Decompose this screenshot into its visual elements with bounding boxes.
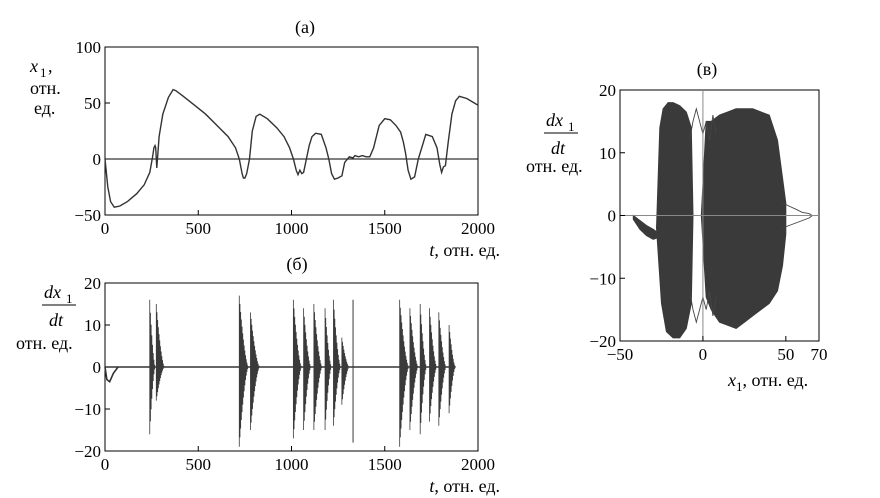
chart-a-x-tick-label: 1000 bbox=[275, 219, 309, 238]
chart-b-y-tick-label: −20 bbox=[74, 442, 101, 461]
chart-a-y-tick-label: −50 bbox=[74, 206, 101, 225]
chart-a-title: (а) bbox=[295, 17, 315, 38]
chart-b-x-label-unit: , отн. ед. bbox=[434, 476, 500, 496]
chart-b-y-label-unit: отн. ед. bbox=[16, 333, 73, 353]
chart-b-x-label-var: t bbox=[429, 476, 435, 496]
chart-a-y-label: x 1 , отн. ед. bbox=[29, 56, 61, 118]
chart-b-burst bbox=[429, 308, 437, 422]
chart-v-x-label-unit: , отн. ед. bbox=[743, 370, 809, 390]
chart-v-y-tick-label: −20 bbox=[589, 332, 616, 351]
chart-v-filled-region bbox=[700, 108, 787, 329]
chart-a-y-tick-label: 50 bbox=[84, 94, 101, 113]
chart-a-y-label-sub: 1 bbox=[40, 65, 47, 80]
chart-v-x-tick-label: −50 bbox=[607, 345, 634, 364]
chart-b-burst bbox=[313, 304, 322, 430]
chart-a-y-label-var: x bbox=[29, 56, 38, 76]
chart-b-series bbox=[104, 295, 456, 447]
chart-v-y-tick-label: 0 bbox=[608, 207, 617, 226]
chart-v-y-label-num: dx bbox=[546, 110, 563, 130]
chart-a-x-label-unit: , отн. ед. bbox=[434, 240, 500, 260]
chart-v-series bbox=[620, 90, 819, 341]
chart-b-burst bbox=[303, 308, 312, 430]
chart-v-y-label-den: dt bbox=[551, 138, 566, 158]
chart-a-x-tick-label: 2000 bbox=[461, 219, 495, 238]
chart-v-x-label-sub: 1 bbox=[736, 379, 743, 394]
chart-v-y-label-unit: отн. ед. bbox=[526, 156, 583, 176]
chart-b-x-tick-label: 500 bbox=[186, 455, 212, 474]
chart-v-ticks: −50 0 50 70 −20 −10 0 10 20 bbox=[589, 81, 827, 364]
chart-v-y-label-num-sub: 1 bbox=[568, 119, 575, 134]
chart-b-burst bbox=[341, 337, 350, 405]
chart-v: (в) dx 1 dt отн. ед. −50 0 50 70 −20 −10 0 10 20… bbox=[526, 59, 828, 394]
chart-b-burst bbox=[448, 325, 456, 414]
chart-b-y-tick-label: 10 bbox=[84, 316, 101, 335]
chart-b-y-tick-label: 20 bbox=[84, 274, 101, 293]
chart-v-y-tick-label: −10 bbox=[589, 269, 616, 288]
chart-b-y-label-num: dx bbox=[44, 282, 61, 302]
chart-v-x-tick-label: 0 bbox=[699, 345, 708, 364]
chart-b-burst bbox=[399, 299, 410, 447]
chart-a-x-label-var: t bbox=[429, 240, 435, 260]
chart-a-y-label-unit2: ед. bbox=[34, 98, 55, 118]
chart-b-burst bbox=[238, 295, 249, 447]
chart-v-y-tick-label: 20 bbox=[599, 81, 616, 100]
chart-b-x-tick-label: 1000 bbox=[275, 455, 309, 474]
chart-v-y-label: dx 1 dt отн. ед. bbox=[526, 110, 583, 176]
chart-b-burst bbox=[409, 308, 419, 430]
svg-text:x1, отн. ед.: x1, отн. ед. bbox=[727, 370, 808, 394]
chart-a: (а) x 1 , отн. ед. 0 500 1000 1500 2000−5005… bbox=[29, 17, 500, 260]
chart-a-y-tick-label: 100 bbox=[76, 38, 102, 57]
chart-b-burst bbox=[292, 299, 302, 439]
chart-a-x-label: t, отн. ед. bbox=[429, 240, 500, 260]
chart-a-series-line bbox=[104, 88, 479, 208]
chart-a-y-label-unit1: отн. bbox=[30, 78, 61, 98]
chart-b-burst bbox=[333, 299, 341, 426]
chart-b-x-label: t, отн. ед. bbox=[429, 476, 500, 496]
chart-b-burst bbox=[149, 299, 156, 435]
chart-b-y-label-num-sub: 1 bbox=[66, 291, 73, 306]
chart-b-x-tick-label: 1500 bbox=[368, 455, 402, 474]
chart-a-y-tick-label: 0 bbox=[93, 150, 102, 169]
chart-b-burst bbox=[419, 304, 427, 435]
svg-text:t, отн. ед.: t, отн. ед. bbox=[429, 476, 500, 496]
chart-b-title: (б) bbox=[286, 254, 307, 275]
chart-a-x-tick-label: 0 bbox=[101, 219, 110, 238]
chart-b-burst bbox=[324, 308, 332, 430]
chart-b-burst bbox=[250, 312, 260, 430]
chart-v-x-tick-label: 70 bbox=[811, 345, 828, 364]
chart-a-x-tick-label: 1500 bbox=[368, 219, 402, 238]
chart-b-x-tick-label: 2000 bbox=[461, 455, 495, 474]
chart-b-burst bbox=[438, 312, 447, 426]
chart-v-x-label-var: x bbox=[727, 370, 736, 390]
chart-v-filled-region bbox=[632, 214, 657, 240]
chart-a-y-label-comma: , bbox=[48, 56, 53, 76]
chart-b-y-label: dx 1 dt отн. ед. bbox=[16, 282, 76, 353]
chart-b-y-tick-label: −10 bbox=[74, 400, 101, 419]
chart-b-burst bbox=[155, 304, 165, 401]
chart-a-frame bbox=[104, 46, 479, 216]
chart-v-x-tick-label: 50 bbox=[777, 345, 794, 364]
chart-b-x-tick-label: 0 bbox=[101, 455, 110, 474]
chart-v-y-tick-label: 10 bbox=[599, 144, 616, 163]
chart-v-title: (в) bbox=[697, 59, 718, 80]
chart-b-ticks: 0 500 1000 1500 2000 −20 −10 0 10 20 bbox=[74, 274, 495, 474]
chart-b: (б) dx 1 dt отн. ед. 0 500 1000 1500 2000 −20… bbox=[16, 254, 500, 496]
chart-b-y-label-den: dt bbox=[49, 310, 64, 330]
svg-text:t, отн. ед.: t, отн. ед. bbox=[429, 240, 500, 260]
chart-v-x-label: x1, отн. ед. bbox=[727, 370, 808, 394]
chart-v-filled-region bbox=[655, 102, 694, 339]
chart-b-initial-dip bbox=[104, 366, 119, 383]
chart-a-x-tick-label: 500 bbox=[186, 219, 212, 238]
chart-b-y-tick-label: 0 bbox=[93, 358, 102, 377]
